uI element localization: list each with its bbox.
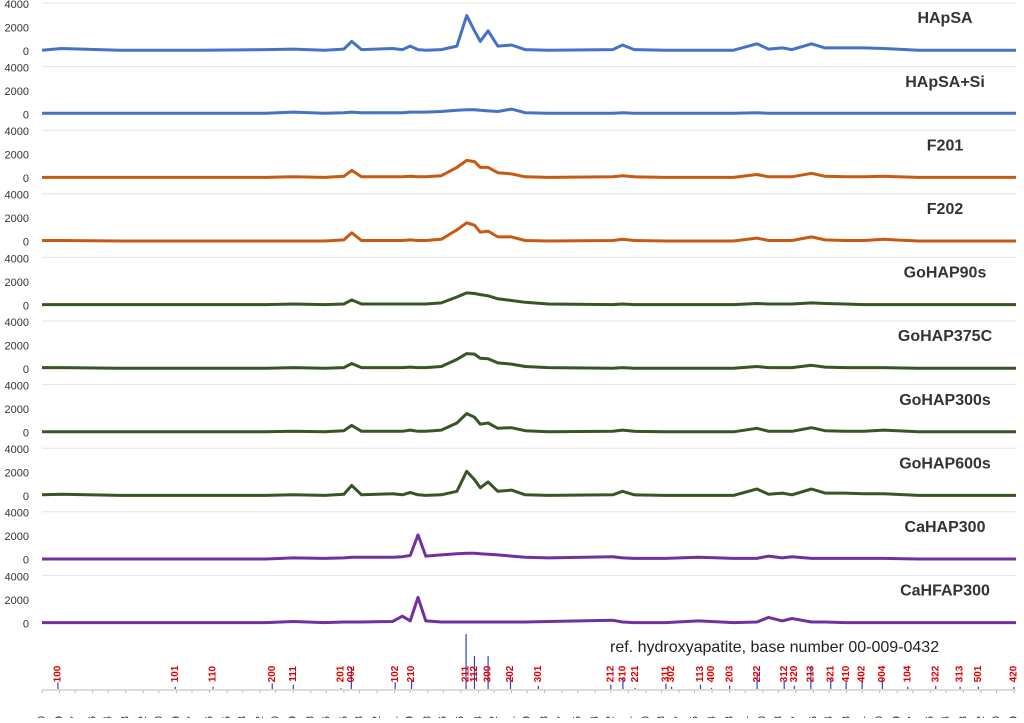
series-label: GoHAP375C [898, 328, 993, 345]
series-label: HApSA [917, 10, 973, 27]
series-line [42, 412, 1016, 434]
y-tick-label: 0 [23, 300, 29, 312]
hkl-label: 102 [390, 665, 401, 682]
hkl-label: 420 [1009, 665, 1020, 682]
hkl-label: 210 [406, 665, 417, 682]
hkl-label: 310 [618, 665, 629, 682]
y-tick-label: 0 [23, 237, 29, 249]
y-tick-label: 4000 [5, 444, 29, 456]
hkl-label: 300 [483, 665, 494, 682]
series-label: CaHAP300 [905, 519, 986, 536]
y-tick-label: 0 [23, 46, 29, 58]
y-tick-label: 0 [23, 173, 29, 185]
y-tick-label: 0 [23, 491, 29, 503]
y-tick-label: 2000 [5, 468, 29, 480]
hkl-label: 202 [505, 665, 516, 682]
hkl-label: 321 [825, 665, 836, 682]
series-line [42, 158, 1016, 179]
hkl-label: 111 [288, 666, 299, 682]
y-tick-label: 4000 [5, 253, 29, 265]
hkl-label: 311 [661, 665, 672, 682]
hkl-label: 322 [930, 665, 941, 682]
y-tick-label: 4000 [5, 381, 29, 393]
series-label: GoHAP90s [904, 265, 987, 282]
hkl-label: 312 [779, 665, 790, 682]
series-line [41, 14, 1016, 52]
y-tick-label: 0 [23, 110, 29, 122]
y-tick-label: 4000 [5, 508, 29, 520]
series-line [42, 352, 1016, 370]
y-tick-label: 4000 [5, 63, 29, 75]
series-label: HApSA+Si [905, 74, 985, 91]
hkl-label: 402 [857, 665, 868, 682]
hkl-label: 201 [336, 665, 347, 682]
y-tick-label: 2000 [5, 595, 29, 607]
series-label: F201 [927, 137, 964, 154]
hkl-label: 112 [469, 665, 480, 682]
series-line [42, 291, 1016, 307]
hkl-label: 221 [630, 665, 641, 682]
hkl-label: 222 [752, 665, 763, 682]
y-tick-label: 0 [23, 428, 29, 440]
y-tick-label: 0 [23, 618, 29, 630]
y-tick-label: 0 [23, 555, 29, 567]
hkl-label: 410 [841, 665, 852, 682]
y-tick-label: 2000 [5, 340, 29, 352]
y-tick-label: 2000 [5, 22, 29, 34]
series-label: CaHFAP300 [900, 583, 990, 600]
series-line [42, 533, 1016, 561]
hkl-label: 104 [902, 665, 913, 682]
hkl-label: 113 [695, 665, 706, 682]
y-tick-label: 2000 [5, 213, 29, 225]
reference-caption: ref. hydroxyapatite, base number 00-009-… [610, 639, 939, 656]
series-line [42, 221, 1016, 243]
series-label: F202 [927, 201, 964, 218]
series-line [41, 469, 1016, 497]
series-line [42, 595, 1016, 625]
y-tick-label: 2000 [5, 531, 29, 543]
series-label: GoHAP300s [899, 392, 991, 409]
y-tick-label: 2000 [5, 86, 29, 98]
hkl-label: 101 [170, 665, 181, 682]
hkl-label: 002 [346, 665, 357, 682]
hkl-label: 501 [973, 665, 984, 682]
y-tick-label: 4000 [5, 571, 29, 583]
hkl-label: 320 [789, 665, 800, 682]
y-tick-label: 2000 [5, 277, 29, 289]
y-tick-label: 2000 [5, 150, 29, 162]
hkl-label: 211 [461, 665, 472, 682]
hkl-label: 313 [955, 665, 966, 682]
y-tick-label: 4000 [5, 190, 29, 202]
hkl-label: 110 [208, 665, 219, 682]
hkl-label: 212 [605, 665, 616, 682]
hkl-label: 213 [806, 665, 817, 682]
hkl-label: 400 [706, 665, 717, 682]
hkl-label: 004 [877, 665, 888, 682]
hkl-label: 203 [724, 665, 735, 682]
y-tick-label: 0 [23, 364, 29, 376]
series-line [42, 107, 1016, 115]
hkl-label: 301 [533, 665, 544, 682]
hkl-label: 100 [53, 665, 64, 682]
y-tick-label: 4000 [5, 317, 29, 329]
hkl-label: 200 [267, 665, 278, 682]
hkl-label: 302 [666, 665, 677, 682]
series-label: GoHAP600s [899, 455, 991, 472]
y-tick-label: 4000 [5, 0, 29, 11]
y-tick-label: 4000 [5, 126, 29, 138]
y-tick-label: 2000 [5, 404, 29, 416]
